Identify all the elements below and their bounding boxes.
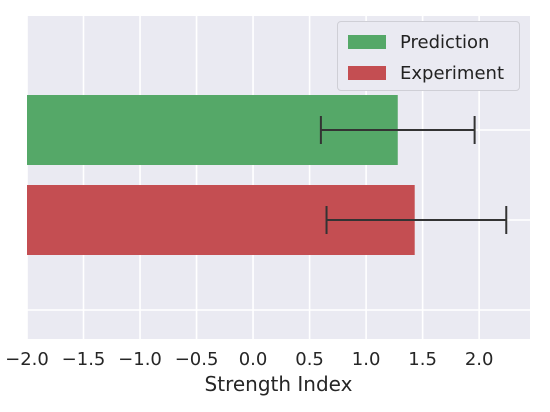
x-tick-label: 1.5 <box>408 349 437 370</box>
legend: Prediction Experiment <box>337 21 520 91</box>
x-tick-label: −1.5 <box>62 349 106 370</box>
x-tick-label: 0.5 <box>295 349 324 370</box>
x-tick-label: 0.0 <box>239 349 268 370</box>
legend-label-experiment: Experiment <box>400 62 505 84</box>
error-bars <box>319 116 508 234</box>
legend-item-prediction: Prediction <box>348 30 489 54</box>
legend-item-experiment: Experiment <box>348 61 504 85</box>
x-tick-label: 2.0 <box>465 349 494 370</box>
x-tick-label: −1.0 <box>118 349 162 370</box>
x-axis-ticks: −2.0 −1.5 −1.0 −0.5 0.0 0.5 1.0 1.5 2.0 <box>5 349 493 370</box>
x-axis-label: Strength Index <box>204 372 353 396</box>
x-tick-label: −2.0 <box>5 349 49 370</box>
x-tick-label: −0.5 <box>175 349 219 370</box>
legend-label-prediction: Prediction <box>400 31 490 53</box>
legend-swatch-prediction <box>348 35 386 49</box>
legend-swatch-experiment <box>348 66 386 80</box>
x-tick-label: 1.0 <box>352 349 381 370</box>
